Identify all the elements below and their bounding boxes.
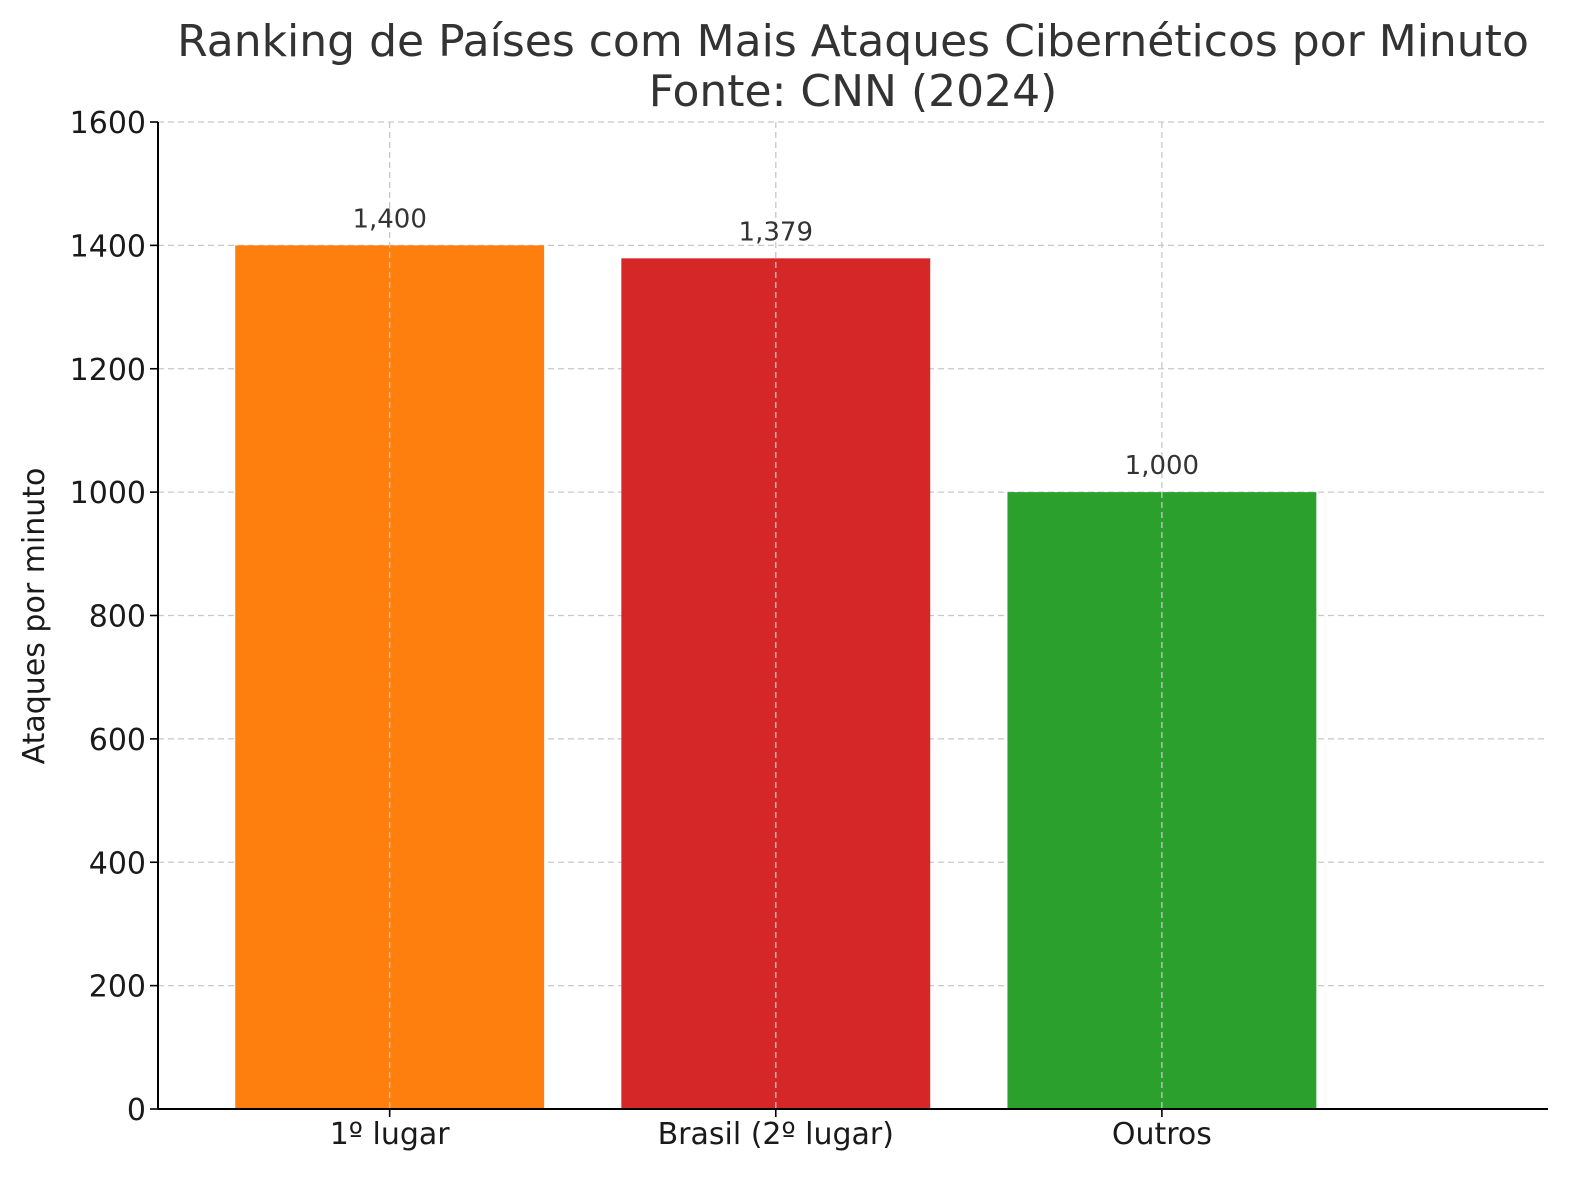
y-axis-label: Ataques por minuto: [17, 468, 52, 765]
data-labels: 1,400 1,379 1,000: [352, 122, 1199, 1109]
bar-value-label: 1,379: [739, 217, 813, 247]
x-tick-label: Brasil (2º lugar): [658, 1117, 894, 1152]
y-tick-label: 600: [89, 723, 146, 758]
bar-value-label: 1,400: [352, 204, 426, 234]
y-tick-label: 0: [127, 1093, 146, 1128]
x-tick-label: Outros: [1112, 1117, 1212, 1152]
axes: 0 200 400 600 800 1000 1200 1400 1600 1º lugar Bra…: [70, 106, 1548, 1152]
y-tick-label: 1400: [70, 229, 146, 264]
chart-title-line1: Ranking de Países com Mais Ataques Ciber…: [177, 16, 1529, 67]
y-tick-label: 1200: [70, 353, 146, 388]
bar-value-label: 1,000: [1125, 451, 1199, 481]
y-tick-label: 1600: [70, 106, 146, 141]
chart-title-line2: Fonte: CNN (2024): [649, 66, 1058, 117]
y-tick-label: 1000: [70, 476, 146, 511]
y-tick-label: 400: [89, 846, 146, 881]
y-tick-label: 800: [89, 600, 146, 635]
y-tick-label: 200: [89, 970, 146, 1005]
x-tick-label: 1º lugar: [330, 1117, 451, 1152]
